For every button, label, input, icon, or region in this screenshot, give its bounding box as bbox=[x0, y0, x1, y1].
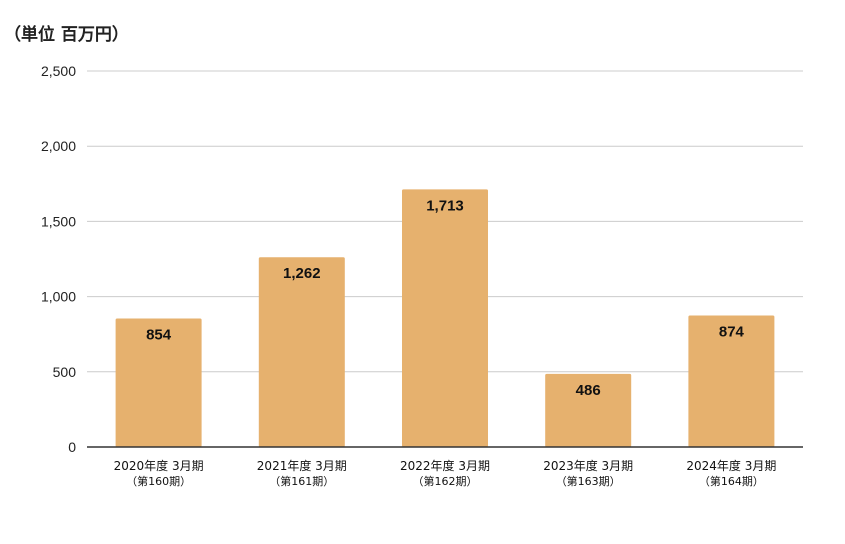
x-tick-label: 2024年度 3月期 bbox=[686, 458, 776, 473]
unit-label: （単位 百万円） bbox=[4, 24, 129, 45]
x-tick-sublabel: （第163期） bbox=[556, 474, 621, 488]
bar bbox=[402, 189, 488, 447]
y-axis-ticks: 0 500 1,000 1,500 2,000 2,500 bbox=[41, 63, 76, 455]
bar-labels: 854 1,262 1,713 486 874 bbox=[146, 197, 744, 399]
x-tick-label: 2020年度 3月期 bbox=[114, 458, 204, 473]
x-tick-sublabel: （第160期） bbox=[126, 474, 191, 488]
x-tick-label: 2022年度 3月期 bbox=[400, 458, 490, 473]
bar-value-label: 854 bbox=[146, 327, 172, 344]
x-tick-label: 2023年度 3月期 bbox=[543, 458, 633, 473]
bar-value-label: 1,713 bbox=[426, 197, 464, 214]
bar-value-label: 1,262 bbox=[283, 265, 321, 282]
bar bbox=[688, 315, 775, 447]
y-tick-label: 1,500 bbox=[41, 213, 76, 229]
bars bbox=[115, 189, 775, 447]
x-tick-sublabel: （第161期） bbox=[269, 474, 334, 488]
y-tick-label: 0 bbox=[68, 439, 76, 455]
x-tick-sublabel: （第162期） bbox=[413, 474, 478, 488]
x-tick-sublabel: （第164期） bbox=[699, 474, 764, 488]
bar bbox=[545, 373, 632, 447]
bar bbox=[258, 257, 345, 447]
x-axis-ticks: 2020年度 3月期（第160期） 2021年度 3月期（第161期） 2022年度… bbox=[114, 458, 777, 488]
y-tick-label: 2,500 bbox=[41, 63, 76, 79]
y-tick-label: 2,000 bbox=[41, 138, 76, 154]
bar-value-label: 874 bbox=[719, 324, 745, 341]
y-tick-label: 1,000 bbox=[41, 289, 76, 305]
x-tick-label: 2021年度 3月期 bbox=[257, 458, 347, 473]
bar-value-label: 486 bbox=[576, 382, 601, 399]
y-tick-label: 500 bbox=[53, 364, 77, 380]
bar bbox=[115, 318, 202, 447]
